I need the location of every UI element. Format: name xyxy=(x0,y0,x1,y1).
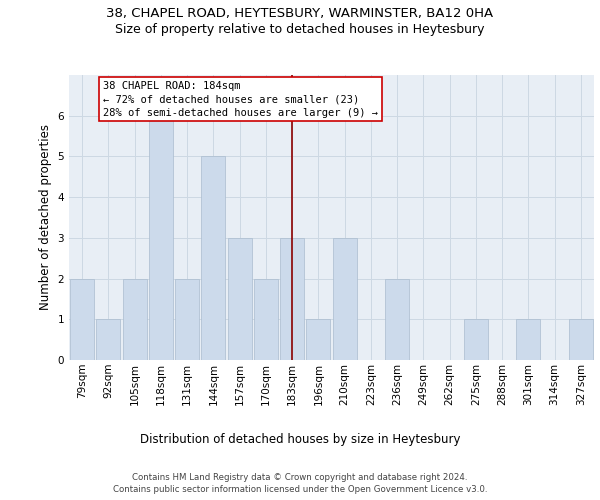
Bar xyxy=(569,320,593,360)
Bar xyxy=(175,278,199,360)
Bar xyxy=(280,238,304,360)
Bar xyxy=(122,278,147,360)
Bar xyxy=(227,238,252,360)
Y-axis label: Number of detached properties: Number of detached properties xyxy=(39,124,52,310)
Bar xyxy=(254,278,278,360)
Text: Distribution of detached houses by size in Heytesbury: Distribution of detached houses by size … xyxy=(140,432,460,446)
Text: 38 CHAPEL ROAD: 184sqm
← 72% of detached houses are smaller (23)
28% of semi-det: 38 CHAPEL ROAD: 184sqm ← 72% of detached… xyxy=(103,81,378,118)
Bar xyxy=(70,278,94,360)
Bar xyxy=(202,156,226,360)
Bar xyxy=(149,116,173,360)
Text: Contains HM Land Registry data © Crown copyright and database right 2024.
Contai: Contains HM Land Registry data © Crown c… xyxy=(113,472,487,494)
Bar xyxy=(385,278,409,360)
Text: Size of property relative to detached houses in Heytesbury: Size of property relative to detached ho… xyxy=(115,22,485,36)
Bar xyxy=(306,320,331,360)
Bar xyxy=(96,320,121,360)
Bar xyxy=(464,320,488,360)
Bar xyxy=(516,320,541,360)
Bar xyxy=(332,238,356,360)
Text: 38, CHAPEL ROAD, HEYTESBURY, WARMINSTER, BA12 0HA: 38, CHAPEL ROAD, HEYTESBURY, WARMINSTER,… xyxy=(106,8,494,20)
